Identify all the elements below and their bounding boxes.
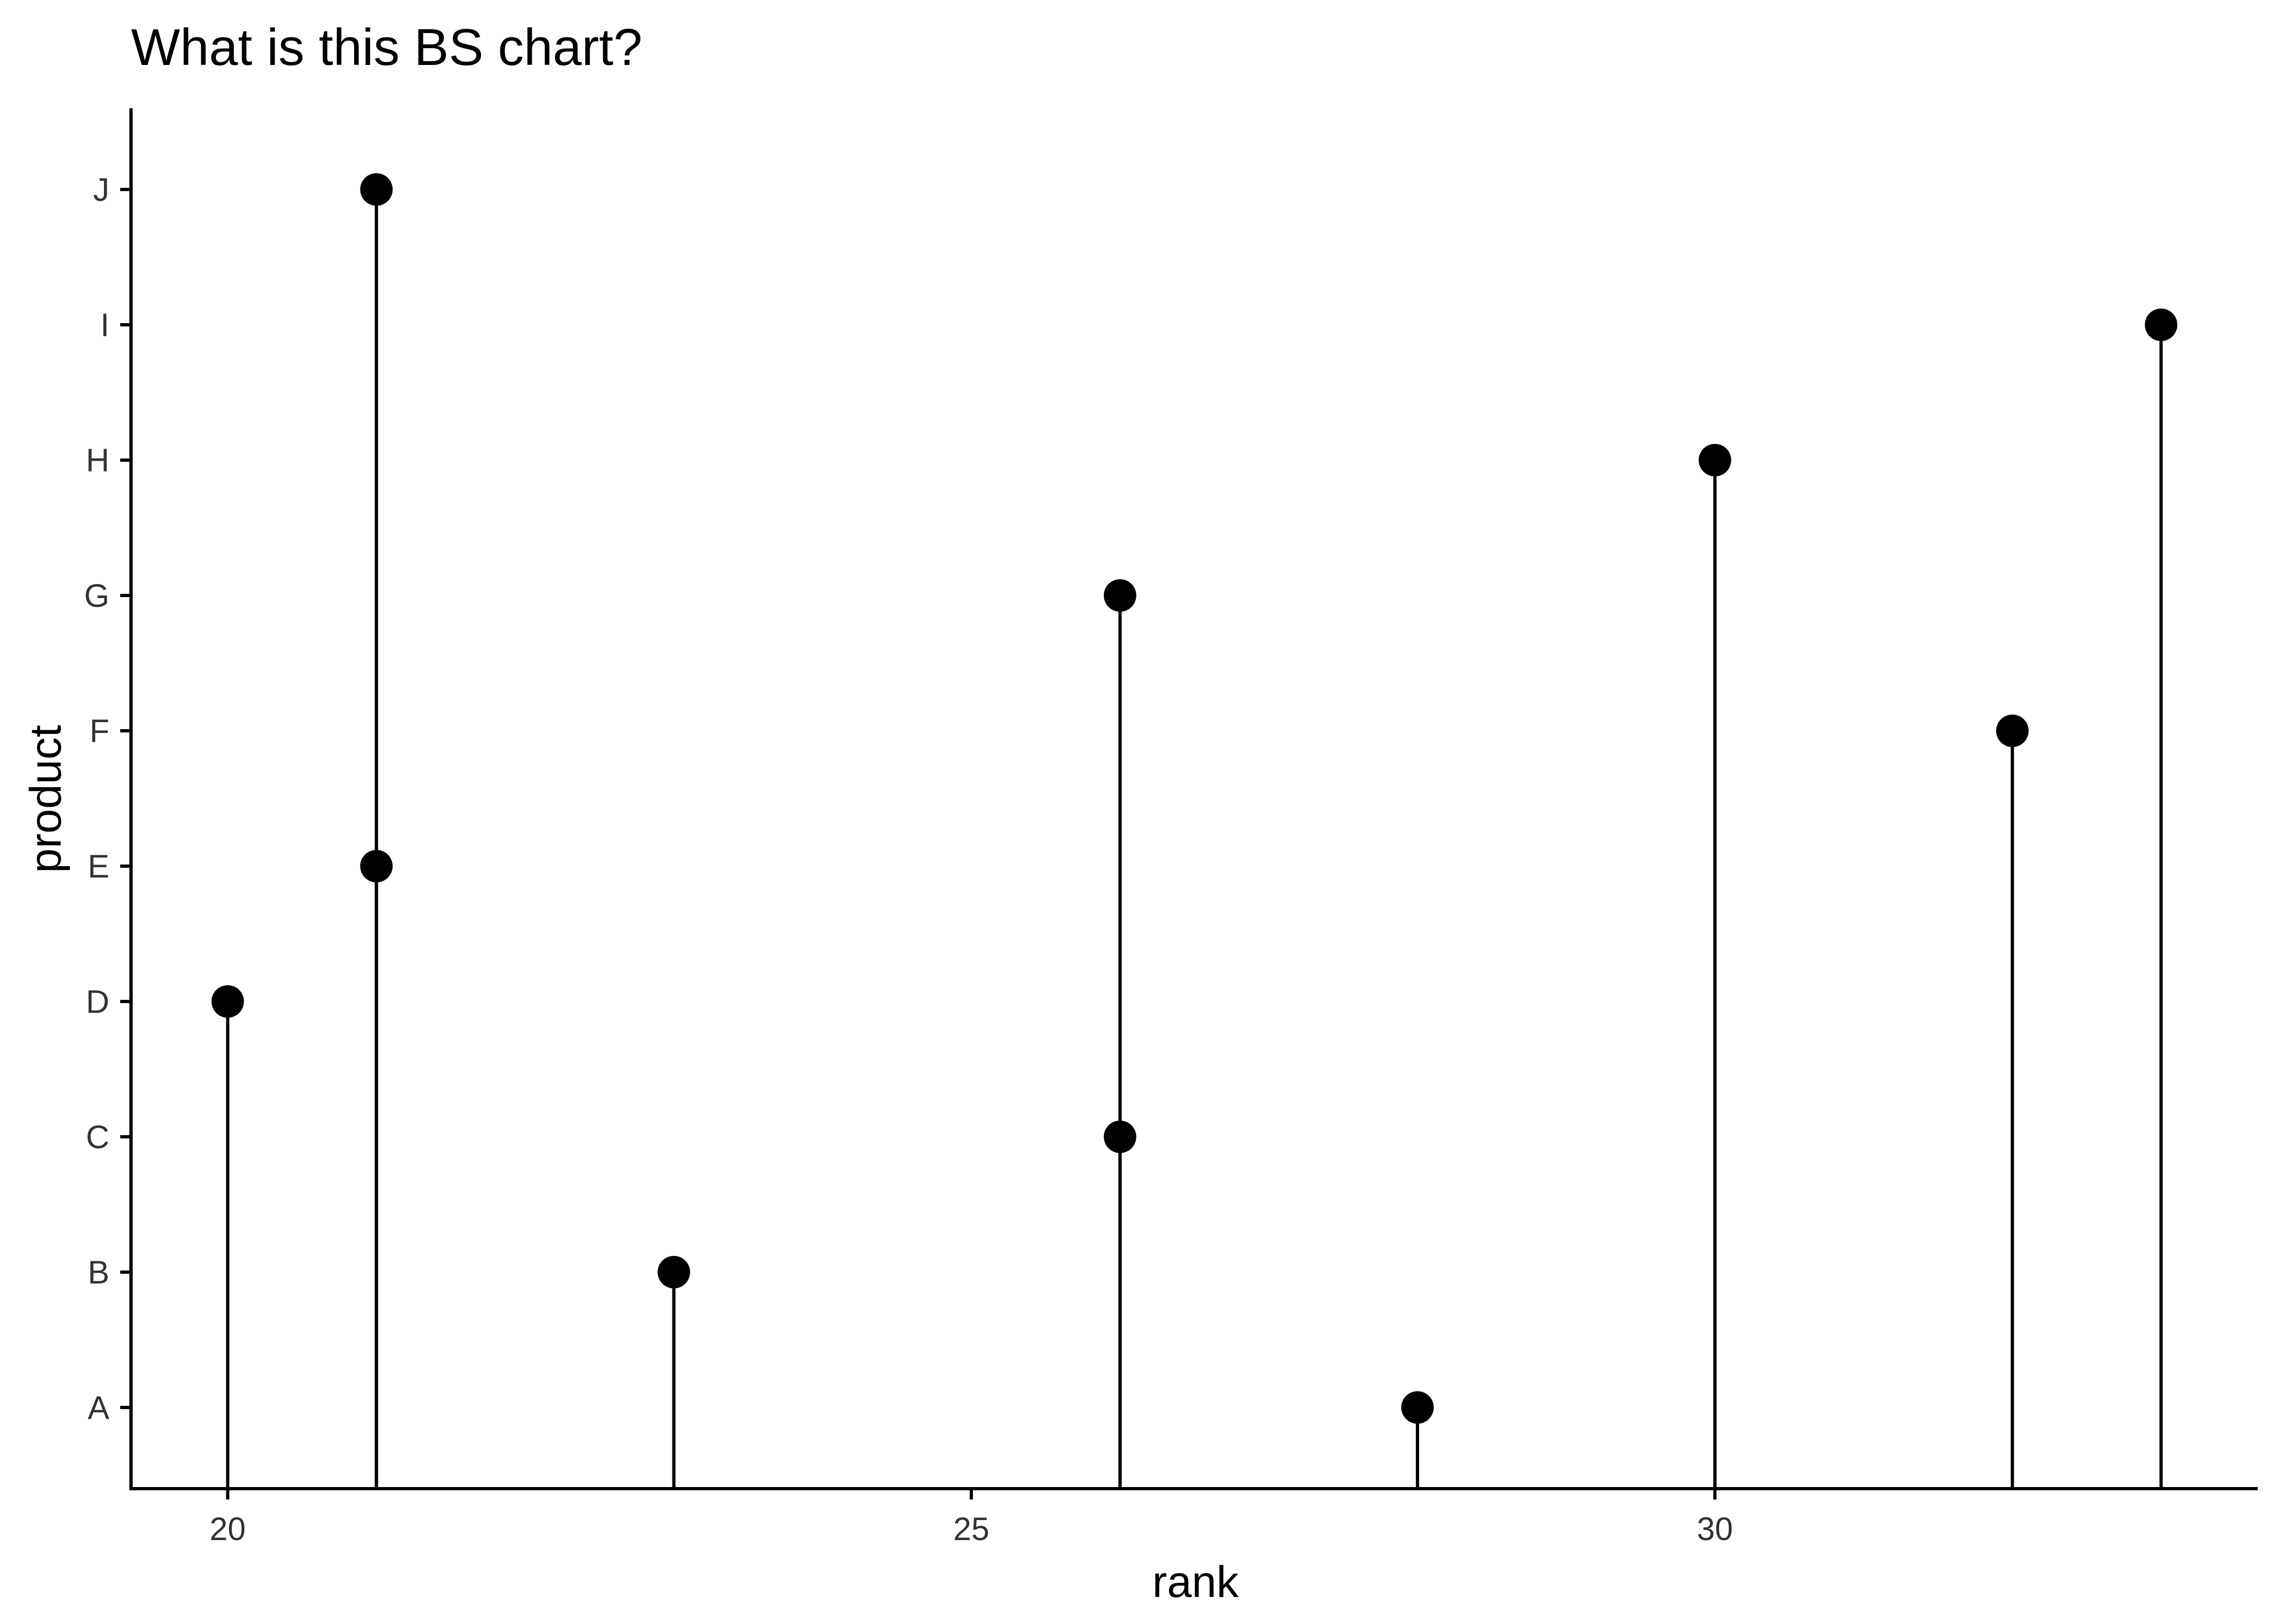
x-tick-label-20: 20 <box>210 1511 246 1547</box>
y-tick-label-F: F <box>89 713 109 749</box>
point-A <box>1401 1391 1434 1424</box>
point-I <box>2145 309 2178 341</box>
point-B <box>657 1256 690 1288</box>
point-J <box>360 173 393 206</box>
y-tick-label-C: C <box>86 1119 109 1155</box>
point-G <box>1103 579 1136 612</box>
y-tick-label-H: H <box>86 442 109 479</box>
y-tick-label-D: D <box>86 984 109 1020</box>
point-E <box>360 850 393 882</box>
point-C <box>1103 1121 1136 1153</box>
x-tick-label-25: 25 <box>953 1511 990 1547</box>
y-tick-label-J: J <box>93 172 109 208</box>
y-tick-label-E: E <box>88 848 109 885</box>
y-tick-label-B: B <box>88 1254 109 1291</box>
axes-group <box>129 108 2258 1490</box>
y-tick-label-G: G <box>84 578 109 614</box>
y-axis-title: product <box>21 725 70 873</box>
y-tick-label-I: I <box>100 307 109 343</box>
y-ticks-group: A B C D E F G H I J <box>84 172 131 1426</box>
y-tick-label-A: A <box>88 1390 109 1426</box>
point-F <box>1996 715 2029 747</box>
stems-group <box>226 189 2163 1489</box>
point-H <box>1698 444 1731 476</box>
x-tick-label-30: 30 <box>1697 1511 1733 1547</box>
points-group <box>211 173 2178 1424</box>
chart-title: What is this BS chart? <box>131 18 642 76</box>
x-ticks-group: 20 25 30 <box>210 1489 1733 1547</box>
point-D <box>211 985 244 1018</box>
x-axis-title: rank <box>1152 1557 1239 1607</box>
